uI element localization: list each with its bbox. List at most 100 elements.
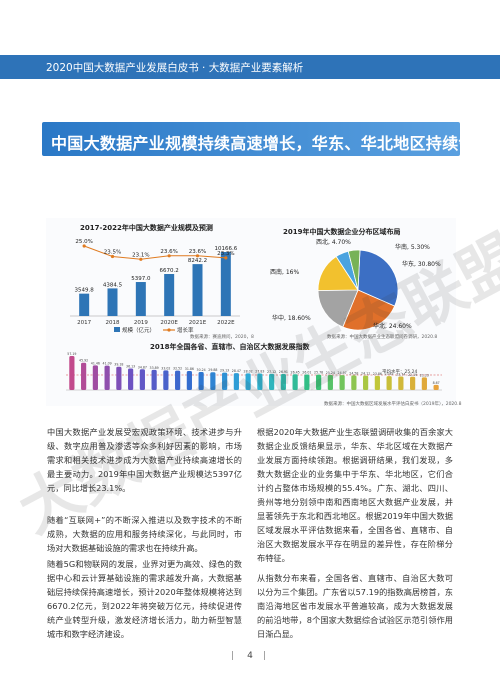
pie-slice-西北	[347, 249, 361, 291]
index-value-label: 27.83	[255, 369, 264, 373]
index-bar	[186, 371, 192, 390]
growth-rate-line	[83, 245, 226, 260]
bar-value-label: 8242.2	[188, 258, 207, 264]
index-value-label: 26.91	[279, 370, 288, 374]
growth-rate-label: 23.1%	[132, 252, 149, 258]
index-bar	[410, 376, 416, 390]
index-bar	[386, 376, 392, 390]
index-value-label: 36.13	[126, 365, 135, 369]
index-bar	[222, 372, 228, 390]
paragraph-left-1: 中国大数据产业发展受宏观政策环境、技术进步与升级、数字应用普及渗透等众多利好因素…	[47, 427, 242, 493]
average-label: 平均水平：25.24	[382, 368, 418, 375]
pie-chart-source: 数据来源：中国大数据产业生态联盟问卷调研，2020.8	[327, 335, 438, 340]
pie-slice-华东	[357, 249, 399, 307]
index-bar	[163, 370, 169, 390]
index-value-label: 41.09	[103, 362, 112, 366]
growth-rate-label: 23.6%	[160, 249, 177, 255]
index-value-label: 21.23	[420, 373, 429, 377]
index-bar	[304, 374, 310, 390]
pie-slice-华中	[317, 289, 359, 328]
index-value-label: 25.78	[314, 371, 323, 375]
index-bar	[175, 370, 181, 390]
index-chart-title: 2018年全国各省、直辖市、自治区大数据发展指数	[150, 343, 310, 351]
bar-value-label: 5397.0	[131, 276, 151, 282]
page-number: 4	[247, 651, 253, 661]
index-chart-source: 数据来源：中国大数据区域发展水平评估白皮书（2019年），2020.8	[324, 402, 462, 407]
index-value-label: 26.01	[302, 371, 311, 375]
header-title: 2020中国大数据产业发展白皮书 · 大数据产业要素解析	[46, 62, 304, 74]
pie-label-east: 华东, 30.80%	[402, 261, 441, 268]
legend-line-label: 增长率	[177, 328, 194, 334]
index-value-label: 22.19	[408, 373, 417, 377]
index-value-label: 23.86	[373, 372, 382, 376]
index-value-label: 23.41	[385, 372, 394, 376]
index-value-label: 24.11	[361, 372, 370, 376]
bar-value-label: 4384.5	[103, 282, 123, 288]
pie-label-central: 华中, 18.60%	[272, 315, 311, 322]
growth-rate-point	[224, 256, 228, 260]
index-bar	[69, 356, 75, 390]
index-value-label: 34.87	[138, 365, 147, 369]
index-bar	[316, 374, 322, 390]
paragraph-right-2: 从指数分布来看，全国各省、直辖市、自治区大数可以分为三个集团。广东省以57.19…	[257, 573, 453, 639]
growth-rate-point	[82, 244, 86, 248]
x-tick-label: 2022E	[217, 320, 235, 326]
index-value-label: 25.24	[326, 371, 335, 375]
index-bar	[433, 384, 439, 390]
index-bar	[398, 376, 404, 390]
index-bar	[421, 377, 427, 390]
index-value-label: 28.47	[232, 369, 241, 373]
index-value-label: 32.52	[173, 367, 182, 371]
index-bar	[351, 375, 357, 390]
bar-value-label: 6670.2	[160, 268, 179, 274]
index-value-label: 22.74	[396, 372, 405, 376]
bar-value-label: 10166.6	[214, 246, 237, 252]
headline-box	[42, 122, 460, 156]
index-bar	[116, 366, 122, 390]
pie-label-north: 华北, 24.60%	[373, 323, 412, 330]
index-value-label: 29.13	[220, 369, 229, 373]
index-bar	[81, 362, 87, 390]
page-number-left-bar: |	[231, 651, 235, 661]
index-bar	[269, 373, 275, 390]
x-tick-label: 2021E	[189, 320, 207, 326]
index-value-label: 41.46	[91, 361, 100, 365]
index-value-label: 8.67	[433, 381, 440, 385]
legend-bar-label: 规模（亿元）	[122, 328, 156, 334]
index-value-label: 31.86	[185, 367, 194, 371]
index-bar	[339, 375, 345, 390]
bar-2019	[135, 282, 146, 316]
x-tick-label: 2017	[77, 320, 91, 326]
index-bar	[374, 375, 380, 390]
x-tick-label: 2019	[134, 320, 148, 326]
index-bar	[363, 375, 369, 390]
index-bar	[128, 368, 134, 390]
x-tick-label: 2018	[106, 320, 120, 326]
index-value-label: 27.12	[267, 370, 276, 374]
header-bar	[0, 55, 500, 79]
index-bar	[139, 369, 145, 390]
growth-rate-point	[167, 254, 171, 258]
index-bar	[245, 373, 251, 390]
page-number-right-bar: |	[263, 651, 267, 661]
index-bar	[327, 374, 333, 390]
pie-label-southwest: 西南, 16%	[270, 269, 300, 276]
paragraph-left-3: 随着5G和物联网的发展，业界对更为高效、绿色的数据中心和云计算基础设施的需求越发…	[47, 559, 242, 639]
bar-2022E	[220, 252, 231, 316]
index-value-label: 26.45	[291, 370, 300, 374]
growth-rate-point	[139, 257, 143, 261]
paragraph-right-1: 根据2020年大数据产业生态联盟调研收集的百余家大数据企业反馈结果显示，华东、华…	[257, 427, 453, 563]
index-bar	[151, 369, 157, 390]
index-value-label: 30.24	[197, 368, 206, 372]
bar-2018	[107, 288, 118, 316]
index-value-label: 29.88	[208, 368, 217, 372]
pie-chart	[317, 249, 399, 331]
bar-2021E	[192, 264, 203, 316]
index-bar	[292, 374, 298, 390]
index-value-label: 45.92	[79, 359, 88, 363]
headline: 中国大数据产业规模持续高速增长，华东、华北地区持续领跑	[51, 134, 492, 153]
index-value-label: 28.02	[244, 369, 253, 373]
pie-slice-华北	[342, 289, 396, 331]
bar-value-label: 3549.8	[75, 288, 95, 294]
